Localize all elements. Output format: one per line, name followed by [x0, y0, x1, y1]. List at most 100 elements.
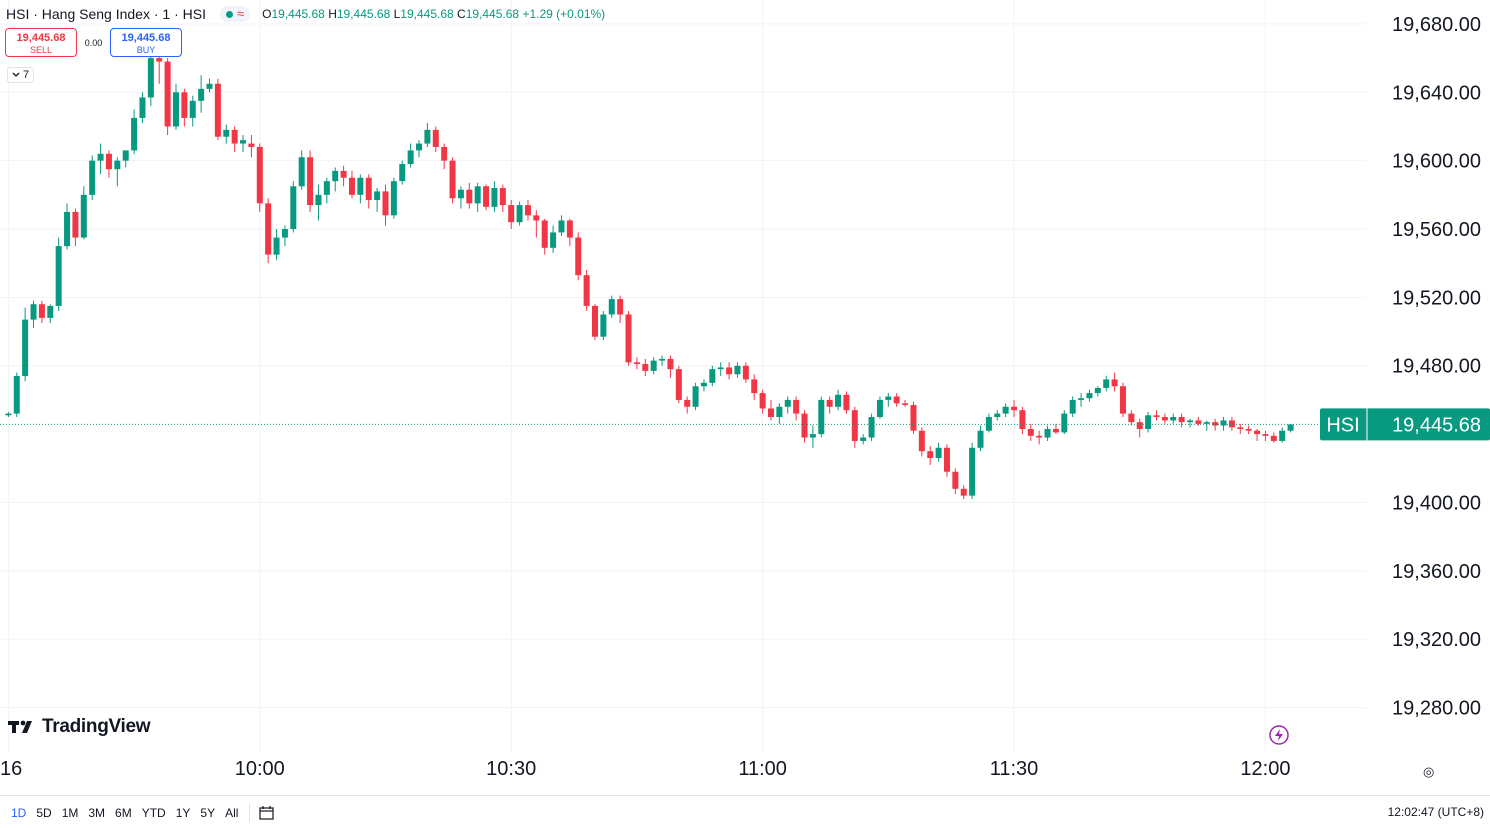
candle-body	[558, 220, 565, 233]
candle-body	[575, 237, 582, 276]
candle-body	[734, 365, 741, 375]
candle-body	[499, 188, 506, 206]
x-tick-label: 10:00	[235, 758, 285, 780]
candle-body	[709, 369, 716, 383]
candle-body	[1052, 428, 1059, 433]
ohlc-h-label: H	[328, 7, 337, 21]
candle-body	[726, 367, 733, 375]
candle-body	[1036, 435, 1043, 438]
range-6m[interactable]: 6M	[115, 806, 132, 820]
candle-body	[902, 403, 909, 406]
range-ytd[interactable]: YTD	[141, 806, 166, 820]
candle-body	[206, 83, 213, 89]
buy-label: BUY	[136, 45, 156, 55]
candle-body	[1170, 417, 1177, 421]
candle-body	[935, 447, 942, 459]
x-tick-label: 11:00	[738, 758, 787, 780]
candle-body	[541, 220, 548, 248]
x-tick-label: 12:00	[1240, 758, 1290, 780]
date-ranges: 1D 5D 1M 3M 6M YTD 1Y 5Y All	[6, 804, 276, 822]
range-1m[interactable]: 1M	[61, 806, 79, 820]
indicators-toggle-button[interactable]: 7	[7, 67, 34, 83]
candle-body	[927, 451, 934, 459]
candle-body	[1111, 379, 1118, 387]
candle-body	[1103, 379, 1110, 388]
candle-body	[617, 299, 624, 315]
candle-body	[650, 360, 657, 371]
candle-body	[290, 186, 297, 230]
candle-body	[89, 160, 96, 195]
candle-body	[566, 220, 573, 238]
candle-body	[516, 205, 523, 223]
range-5d[interactable]: 5D	[36, 806, 52, 820]
candle-body	[382, 191, 389, 216]
candle-body	[1279, 430, 1286, 441]
candle-body	[105, 153, 112, 170]
clock[interactable]: 12:02:47 (UTC+8)	[1387, 805, 1484, 819]
candle-body	[441, 146, 448, 161]
ohlc-c-label: C	[457, 7, 466, 21]
market-status[interactable]: ≈	[219, 6, 251, 22]
candle-body	[139, 97, 146, 118]
candle-body	[684, 399, 691, 407]
candle-body	[55, 246, 62, 306]
candle-body	[281, 229, 288, 238]
legend-title[interactable]: HSI · Hang Seng Index · 1 · HSI	[6, 6, 206, 22]
candle-body	[273, 237, 280, 255]
range-separator	[249, 804, 251, 822]
candle-body	[1061, 413, 1068, 433]
candle-body	[315, 194, 322, 206]
tradingview-logo[interactable]: TradingView	[8, 716, 151, 738]
candle-body	[432, 129, 439, 147]
candle-body	[885, 396, 892, 400]
last-price-value: 19,445.68	[1392, 414, 1481, 436]
candle-body	[1069, 399, 1076, 414]
ohlc-low: 19,445.68	[400, 7, 454, 21]
candle-body	[231, 129, 238, 144]
candles	[5, 44, 1294, 500]
go-to-date-calendar-icon[interactable]	[258, 804, 276, 822]
sell-button[interactable]: 19,445.68 SELL	[5, 28, 77, 57]
sell-label: SELL	[29, 45, 53, 55]
candle-body	[600, 314, 607, 337]
range-1d[interactable]: 1D	[11, 806, 27, 820]
sell-price: 19,445.68	[16, 32, 66, 44]
candle-body	[483, 186, 490, 207]
candle-body	[80, 194, 87, 238]
spread-value: 0.00	[84, 37, 103, 48]
range-5y[interactable]: 5Y	[200, 806, 216, 820]
candle-body	[374, 191, 381, 200]
candle-body	[1212, 422, 1219, 426]
candle-body	[809, 434, 816, 438]
candle-body	[659, 358, 666, 361]
candle-body	[985, 417, 992, 431]
candle-body	[47, 305, 54, 318]
candle-body	[357, 177, 364, 195]
lightning-icon[interactable]	[1268, 724, 1290, 746]
candle-body	[1128, 413, 1135, 423]
candle-body	[131, 117, 138, 151]
y-tick-label: 19,280.00	[1392, 698, 1481, 720]
candle-body	[910, 405, 917, 431]
ohlc-change: +1.29 (+0.01%)	[522, 7, 606, 21]
candle-body	[969, 447, 976, 496]
candle-body	[474, 186, 481, 204]
buy-button[interactable]: 19,445.68 BUY	[110, 28, 182, 57]
candle-body	[122, 150, 129, 161]
range-all[interactable]: All	[225, 806, 239, 820]
range-1y[interactable]: 1Y	[175, 806, 191, 820]
candle-body	[1002, 406, 1009, 414]
candle-body	[256, 146, 263, 204]
candle-body	[767, 408, 774, 418]
chart-grid	[0, 0, 1366, 752]
candle-body	[307, 157, 314, 206]
candle-body	[248, 143, 255, 147]
candle-body	[1094, 387, 1101, 394]
range-3m[interactable]: 3M	[88, 806, 106, 820]
candle-body	[1153, 415, 1160, 418]
candle-body	[784, 399, 791, 407]
candle-body	[340, 170, 347, 178]
candle-body	[399, 164, 406, 182]
axis-settings-icon[interactable]: ◎	[1423, 764, 1435, 779]
